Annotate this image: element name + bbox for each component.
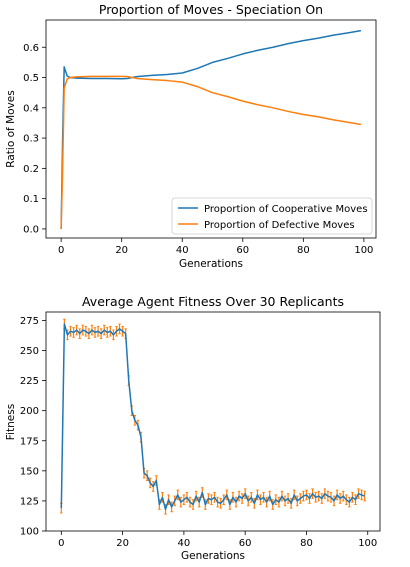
chart-2-series-line-0 <box>60 323 365 511</box>
chart-1-xtick-label: 60 <box>236 245 249 256</box>
chart-2-xtick-label: 60 <box>239 538 252 549</box>
chart-1-ytick-label: 0.4 <box>23 103 39 114</box>
chart-1-ytick-label: 0.1 <box>23 194 39 205</box>
chart-1-ytick-label: 0.0 <box>23 224 39 235</box>
chart-1-xtick-label: 40 <box>176 245 189 256</box>
chart-1-xtick-label: 100 <box>354 245 373 256</box>
chart-2-ytick-label: 100 <box>20 527 39 538</box>
chart-2-plot <box>60 318 366 515</box>
chart-1-xtick-label: 0 <box>58 245 64 256</box>
chart-1-ytick-label: 0.5 <box>23 73 39 84</box>
chart-2-ytick-label: 200 <box>20 406 39 417</box>
chart-1-ytick-label: 0.6 <box>23 43 39 54</box>
chart-1-xlabel: Generations <box>179 258 243 270</box>
chart-2-title: Average Agent Fitness Over 30 Replicants <box>82 294 344 309</box>
chart-1-plot <box>60 29 361 229</box>
chart-2-xtick-label: 100 <box>358 538 377 549</box>
legend-label-cooperative: Proportion of Cooperative Moves <box>204 204 368 215</box>
chart-2: Average Agent Fitness Over 30 Replicants… <box>5 294 381 562</box>
chart-2-xtick-label: 0 <box>58 538 64 549</box>
chart-2-ytick-label: 225 <box>20 376 39 387</box>
chart-1-xtick-label: 20 <box>115 245 128 256</box>
chart-2-ytick-label: 275 <box>20 316 39 327</box>
legend-label-defective: Proportion of Defective Moves <box>204 220 355 231</box>
chart-2-ytick-label: 150 <box>20 466 39 477</box>
chart-2-xlabel: Generations <box>181 550 245 562</box>
chart-2-axes-frame <box>45 311 381 532</box>
chart-2-ytick-label: 175 <box>20 436 39 447</box>
chart-1-axes-frame <box>45 19 377 239</box>
chart-1-xtick-label: 80 <box>297 245 310 256</box>
chart-2-xtick-label: 80 <box>300 538 313 549</box>
chart-1-title: Proportion of Moves - Speciation On <box>99 2 323 17</box>
chart-2-ytick-label: 250 <box>20 346 39 357</box>
chart-1-ticks: 0 20 40 60 80 100 0.0 0.1 0.2 0.3 0.4 0.5 0.6 <box>23 43 373 256</box>
chart-1-ytick-label: 0.3 <box>23 134 39 145</box>
chart-1-ytick-label: 0.2 <box>23 164 39 175</box>
chart-2-ticks: 0 20 40 60 80 100 100 125 150 175 200 225 250 275 <box>20 316 377 549</box>
chart-1-legend: Proportion of Cooperative Moves Proporti… <box>171 197 373 235</box>
chart-2-xtick-label: 20 <box>116 538 129 549</box>
chart-1: Proportion of Moves - Speciation On 0 20 4… <box>5 2 377 270</box>
chart-2-ylabel: Fitness <box>5 404 17 440</box>
chart-2-ytick-label: 125 <box>20 496 39 507</box>
legend-box <box>171 197 373 235</box>
chart-1-series-line-1 <box>60 75 361 229</box>
chart-1-ylabel: Ratio of Moves <box>5 90 17 167</box>
chart-1-series-line-0 <box>60 29 361 229</box>
chart-2-xtick-label: 40 <box>178 538 191 549</box>
